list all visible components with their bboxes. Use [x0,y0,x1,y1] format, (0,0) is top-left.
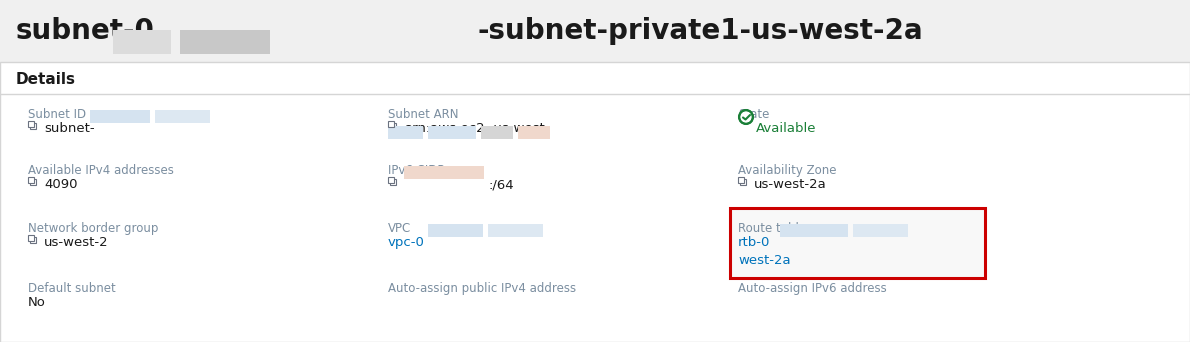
FancyBboxPatch shape [29,121,35,127]
FancyBboxPatch shape [729,208,985,278]
Text: IPv6 CIDR: IPv6 CIDR [388,164,445,177]
FancyBboxPatch shape [481,126,513,139]
Text: Default subnet: Default subnet [29,282,115,295]
FancyBboxPatch shape [155,110,209,123]
FancyBboxPatch shape [29,235,35,241]
FancyBboxPatch shape [0,0,1190,62]
Text: Auto-assign IPv6 address: Auto-assign IPv6 address [738,282,887,295]
FancyBboxPatch shape [0,62,1190,342]
Text: 4090: 4090 [44,178,77,191]
FancyBboxPatch shape [113,30,171,54]
Text: arn:aws:ec2::us-west-: arn:aws:ec2::us-west- [403,122,550,135]
Text: Subnet ID: Subnet ID [29,108,86,121]
Text: State: State [738,108,770,121]
FancyBboxPatch shape [738,177,744,183]
Circle shape [739,110,753,124]
FancyBboxPatch shape [180,30,270,54]
FancyBboxPatch shape [428,224,483,237]
FancyBboxPatch shape [388,121,394,127]
Text: No: No [29,296,46,309]
FancyBboxPatch shape [428,126,476,139]
FancyBboxPatch shape [29,177,35,183]
Text: vpc-0: vpc-0 [388,236,425,249]
Text: west-2a: west-2a [738,254,790,267]
Text: -subnet-private1-us-west-2a: -subnet-private1-us-west-2a [477,17,922,45]
FancyBboxPatch shape [388,126,422,139]
Text: Available: Available [756,122,816,135]
FancyBboxPatch shape [388,177,394,183]
Text: us-west-2a: us-west-2a [754,178,827,191]
Text: rtb-0: rtb-0 [738,236,770,249]
FancyBboxPatch shape [779,224,848,237]
Text: Auto-assign public IPv4 address: Auto-assign public IPv4 address [388,282,576,295]
Text: Network border group: Network border group [29,222,158,235]
Text: Availability Zone: Availability Zone [738,164,837,177]
Text: :/64: :/64 [488,178,514,191]
Text: VPC: VPC [388,222,412,235]
Circle shape [741,112,751,122]
Text: Details: Details [15,73,76,88]
Text: Available IPv4 addresses: Available IPv4 addresses [29,164,174,177]
FancyBboxPatch shape [90,110,150,123]
Text: Route table: Route table [738,222,806,235]
Text: subnet-: subnet- [44,122,95,135]
FancyBboxPatch shape [853,224,908,237]
FancyBboxPatch shape [403,166,484,179]
Text: subnet-0: subnet-0 [15,17,155,45]
FancyBboxPatch shape [488,224,543,237]
Text: Subnet ARN: Subnet ARN [388,108,458,121]
FancyBboxPatch shape [518,126,550,139]
Text: us-west-2: us-west-2 [44,236,108,249]
